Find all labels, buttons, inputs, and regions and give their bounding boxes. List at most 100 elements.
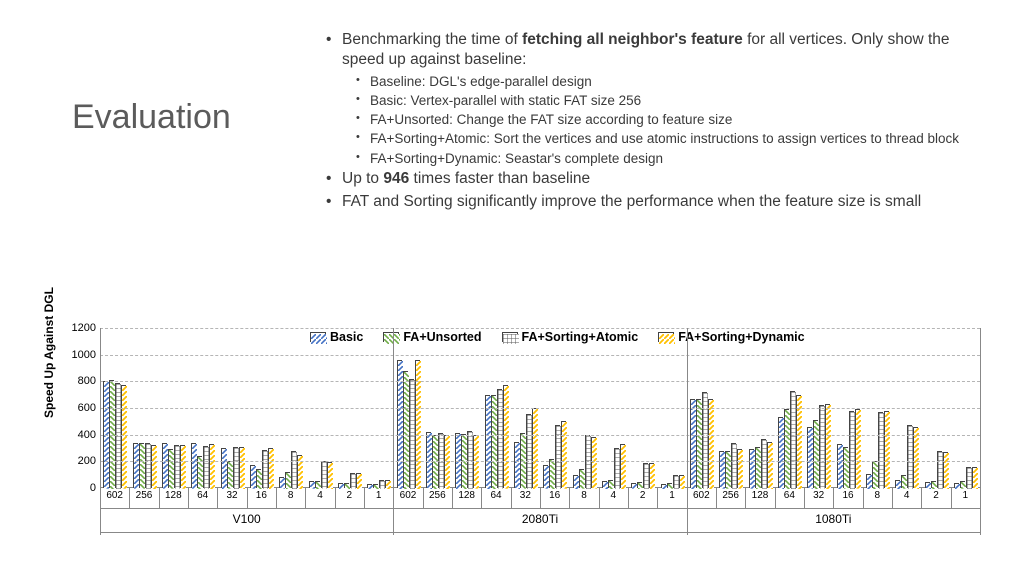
bar [514, 442, 519, 488]
x-category-label: 1 [669, 490, 675, 501]
bar [872, 461, 877, 488]
bar [373, 484, 378, 488]
bar [379, 480, 384, 488]
bar [543, 465, 548, 488]
x-category-label: 32 [226, 490, 237, 501]
bar [960, 481, 965, 488]
bar [895, 480, 900, 488]
x-category-label: 16 [256, 490, 267, 501]
bar [837, 444, 842, 488]
bar [819, 405, 824, 488]
bar [526, 414, 531, 488]
bar [849, 411, 854, 488]
bar [256, 469, 261, 488]
sub-bullet: Baseline: DGL's edge-parallel design [320, 73, 960, 90]
text: Benchmarking the time of [342, 31, 522, 48]
bar [191, 443, 196, 488]
sub-bullet: FA+Sorting+Dynamic: Seastar's complete d… [320, 150, 960, 167]
bar [203, 446, 208, 488]
bar [561, 421, 566, 488]
bar [702, 392, 707, 488]
bar [338, 483, 343, 488]
text: Up to [342, 170, 383, 187]
bar [297, 455, 302, 488]
bar [813, 420, 818, 488]
plot-area: Basic FA+Unsorted FA+Sorting+Atomic FA+S… [100, 328, 980, 488]
bar [790, 391, 795, 488]
bullet-fat-sorting: FAT and Sorting significantly improve th… [320, 192, 960, 212]
x-category-label: 128 [752, 490, 769, 501]
bar [614, 448, 619, 488]
x-group-label: V100 [233, 512, 261, 526]
bar [262, 450, 267, 488]
bar [133, 443, 138, 488]
bar [239, 447, 244, 488]
bar [608, 480, 613, 488]
bar [180, 445, 185, 488]
x-category-label: 16 [842, 490, 853, 501]
x-category-label: 602 [106, 490, 123, 501]
bar [649, 463, 654, 488]
bar [315, 481, 320, 488]
bar [602, 481, 607, 488]
x-category-label: 2 [347, 490, 353, 501]
bar [503, 385, 508, 488]
bar [250, 465, 255, 488]
bar [755, 447, 760, 488]
bar [467, 431, 472, 488]
bar [901, 475, 906, 488]
x-group-label: 2080Ti [522, 512, 558, 526]
x-category-label: 602 [693, 490, 710, 501]
bar [268, 448, 273, 488]
bar [690, 399, 695, 488]
bullet-list: Benchmarking the time of fetching all ne… [320, 30, 960, 215]
x-category-label: 256 [722, 490, 739, 501]
page-title: Evaluation [72, 98, 231, 137]
bar [931, 481, 936, 488]
bar [884, 411, 889, 488]
bar [139, 443, 144, 488]
text: times faster than baseline [409, 170, 590, 187]
bar [309, 481, 314, 488]
bar [631, 483, 636, 488]
bar [227, 461, 232, 488]
x-category-label: 8 [875, 490, 881, 501]
x-group-label: 1080Ti [815, 512, 851, 526]
bar [966, 467, 971, 488]
bar [403, 371, 408, 488]
text-bold: 946 [383, 170, 409, 187]
bar [279, 477, 284, 488]
bar [807, 427, 812, 488]
bar [415, 360, 420, 488]
x-category-label: 64 [490, 490, 501, 501]
x-category-label: 4 [904, 490, 910, 501]
bar [843, 447, 848, 488]
speedup-chart: Speed Up Against DGL 0200400600800100012… [50, 328, 990, 558]
bar [121, 385, 126, 488]
y-axis-ticks: 020040060080010001200 [62, 328, 96, 488]
x-category-label: 602 [400, 490, 417, 501]
bar [643, 463, 648, 488]
bar [209, 444, 214, 488]
bar [731, 443, 736, 488]
bar [937, 451, 942, 488]
bar [749, 449, 754, 488]
x-category-label: 1 [376, 490, 382, 501]
x-category-label: 4 [611, 490, 617, 501]
bar [925, 482, 930, 488]
bar [667, 483, 672, 488]
sub-bullet: Basic: Vertex-parallel with static FAT s… [320, 92, 960, 109]
bar [767, 442, 772, 488]
bar [221, 448, 226, 488]
bar [321, 461, 326, 488]
bullet-benchmark: Benchmarking the time of fetching all ne… [320, 30, 960, 70]
bar [497, 389, 502, 488]
bar [637, 482, 642, 488]
bar [168, 449, 173, 488]
bar [661, 484, 666, 488]
bar [344, 483, 349, 488]
bar [291, 451, 296, 488]
x-category-label: 64 [197, 490, 208, 501]
x-category-label: 128 [458, 490, 475, 501]
bar [725, 451, 730, 488]
